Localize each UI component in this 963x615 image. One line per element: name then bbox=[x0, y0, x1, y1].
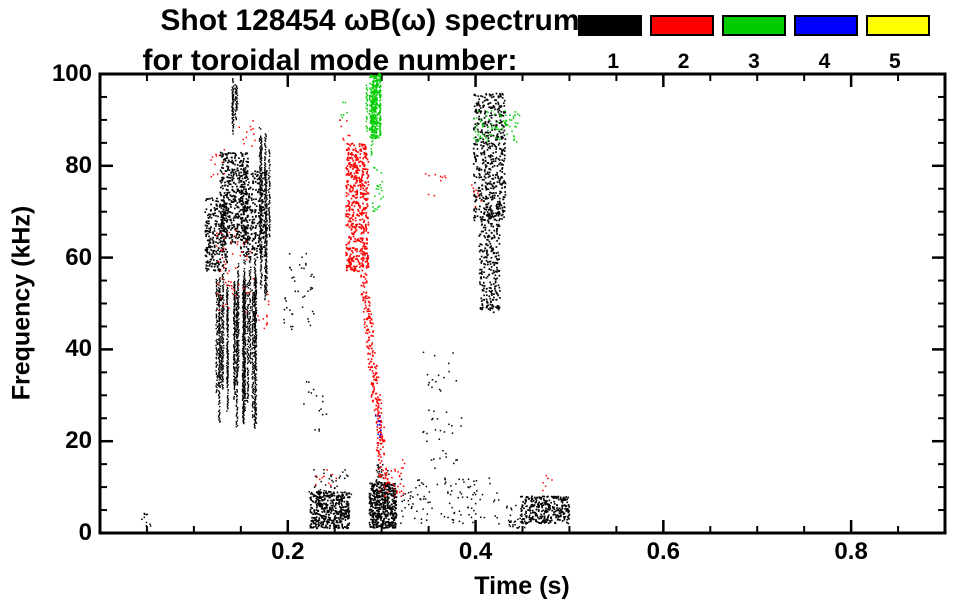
legend-swatch-n3 bbox=[722, 15, 786, 36]
legend-label-n4: 4 bbox=[818, 50, 831, 73]
y-tick-label: 60 bbox=[65, 243, 92, 271]
x-tick-label: 0.4 bbox=[458, 538, 493, 565]
y-tick-label: 40 bbox=[65, 335, 92, 363]
legend-swatch-n1 bbox=[578, 15, 642, 36]
x-tick-label: 0.2 bbox=[271, 538, 305, 565]
legend-swatch-row bbox=[578, 15, 930, 36]
y-axis-title: Frequency (kHz) bbox=[7, 205, 36, 401]
chart-title-line1: Shot 128454 ωB(ω) spectrum bbox=[160, 4, 580, 37]
legend-swatch-n4 bbox=[794, 15, 858, 36]
y-tick-label: 0 bbox=[78, 519, 92, 546]
legend-swatch-n5 bbox=[866, 15, 930, 36]
x-tick-label: 0.6 bbox=[646, 538, 681, 565]
legend-label-n1: 1 bbox=[607, 50, 620, 73]
legend-label-row: 1 2 3 4 5 bbox=[578, 50, 930, 74]
x-axis-title: Time (s) bbox=[474, 572, 570, 600]
y-tick-label: 80 bbox=[65, 151, 92, 179]
y-tick-label: 100 bbox=[51, 60, 92, 87]
legend-label-n5: 5 bbox=[888, 50, 901, 73]
x-tick-label: 0.8 bbox=[834, 538, 868, 565]
y-tick-label: 20 bbox=[65, 427, 92, 455]
chart-title-line2: for toroidal mode number: bbox=[142, 44, 518, 77]
legend-label-n2: 2 bbox=[677, 50, 690, 73]
legend-swatch-n2 bbox=[650, 15, 714, 36]
legend-label-n3: 3 bbox=[748, 50, 760, 73]
